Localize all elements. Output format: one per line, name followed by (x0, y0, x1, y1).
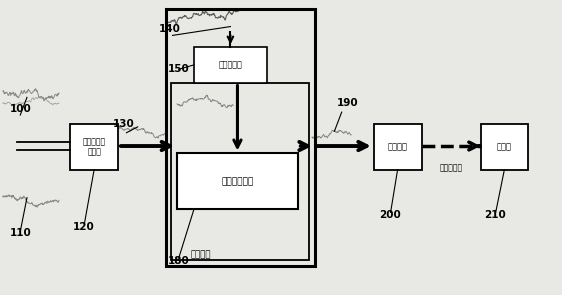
Bar (374, 124, 422, 170)
Text: 130: 130 (112, 119, 134, 129)
Text: 可辨识信号
探测器: 可辨识信号 探测器 (83, 137, 106, 156)
Text: 噪音探测器: 噪音探测器 (219, 60, 242, 69)
Text: 传于接受方: 传于接受方 (439, 164, 463, 173)
Bar (70, 124, 118, 170)
Text: 110: 110 (10, 228, 32, 238)
Text: 190: 190 (337, 98, 359, 108)
Text: 180: 180 (167, 256, 189, 266)
Bar (194, 47, 267, 83)
Text: 150: 150 (167, 64, 189, 74)
Text: 传输渠道: 传输渠道 (388, 142, 407, 151)
Text: 处理部件: 处理部件 (191, 250, 211, 260)
Text: 信号处理部件: 信号处理部件 (221, 177, 253, 186)
Bar (171, 83, 309, 260)
Text: 120: 120 (73, 222, 95, 232)
Bar (166, 9, 315, 266)
Text: 210: 210 (484, 210, 506, 220)
Bar (177, 153, 298, 209)
Text: 接受方: 接受方 (497, 142, 512, 151)
Text: 100: 100 (10, 104, 32, 114)
Text: 200: 200 (379, 210, 401, 220)
Text: 140: 140 (158, 24, 180, 35)
Bar (481, 124, 528, 170)
